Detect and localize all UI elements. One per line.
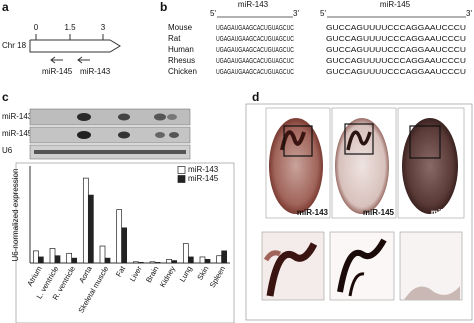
image-label: miR-145 bbox=[363, 208, 395, 217]
chromosome-label: Chr 18 bbox=[2, 41, 27, 50]
species-label: Human bbox=[168, 45, 194, 54]
bar bbox=[49, 248, 56, 264]
blot bbox=[29, 108, 191, 160]
strand-end: 3' bbox=[293, 9, 299, 18]
bar bbox=[132, 261, 139, 264]
y-axis-label: U6-normalized expression bbox=[11, 169, 20, 262]
bar bbox=[82, 177, 89, 264]
panel-letter: a bbox=[2, 0, 9, 14]
panel-letter: b bbox=[160, 0, 167, 14]
species-label: Rat bbox=[168, 34, 181, 43]
bar bbox=[199, 256, 206, 264]
x-tick-label: Liver bbox=[128, 264, 144, 283]
sequence: GUCCAGUUUUCCCAGGAAUCCCU bbox=[326, 36, 466, 43]
sequence: UGAGAUGAAGCACUGUAGCUC bbox=[216, 69, 294, 76]
bar bbox=[99, 245, 106, 264]
bar bbox=[116, 209, 123, 264]
bar bbox=[149, 261, 156, 264]
bar bbox=[37, 256, 44, 264]
bar bbox=[204, 259, 211, 264]
image-label: miR-208 bbox=[431, 208, 463, 217]
bar bbox=[182, 243, 189, 264]
species-label: Rhesus bbox=[168, 56, 195, 65]
sequence: GUCCAGUUUUCCCAGGAAUCCCU bbox=[326, 25, 466, 32]
section-images bbox=[261, 107, 465, 301]
blot-label: U6 bbox=[2, 146, 13, 155]
bar bbox=[121, 227, 128, 264]
bar bbox=[66, 252, 73, 264]
sequence: GUCCAGUUUUCCCAGGAAUCCCU bbox=[326, 58, 466, 65]
scale-label: 3 bbox=[101, 23, 106, 32]
gene-label: miR-145 bbox=[42, 67, 73, 76]
species-label: Chicken bbox=[168, 67, 197, 76]
chromosome-bar bbox=[29, 39, 121, 53]
panel-letter: d bbox=[252, 90, 259, 104]
bar bbox=[32, 250, 39, 264]
strand-end: 5' bbox=[320, 9, 326, 18]
scale-label: 0 bbox=[34, 23, 39, 32]
image-label: miR-143 bbox=[297, 208, 329, 217]
bar bbox=[166, 259, 173, 264]
blot-label: miR-145 bbox=[2, 129, 33, 138]
bar bbox=[54, 255, 61, 264]
strand-end: 5' bbox=[210, 9, 216, 18]
panel-letter: c bbox=[2, 90, 9, 104]
bar bbox=[171, 260, 178, 264]
legend-label: miR-145 bbox=[188, 174, 219, 183]
bar bbox=[137, 262, 144, 264]
x-tick-label: Kidney bbox=[158, 264, 177, 289]
bar bbox=[187, 256, 194, 264]
sequence: UGAGAUGAAGCACUGUAGCUC bbox=[216, 25, 294, 32]
sequence: GUCCAGUUUUCCCAGGAAUCCCU bbox=[326, 69, 466, 76]
chart-frame bbox=[15, 162, 235, 323]
strand-end: 3' bbox=[466, 9, 472, 18]
sequence: UGAGAUGAAGCACUGUAGCUC bbox=[216, 47, 294, 54]
bar bbox=[154, 262, 161, 264]
x-tick-label: Fat bbox=[114, 264, 128, 279]
x-tick-label: Skin bbox=[195, 264, 210, 281]
column-header: miR-143 bbox=[238, 0, 269, 9]
panel-frame bbox=[245, 103, 473, 321]
legend-swatch bbox=[177, 175, 186, 183]
bar bbox=[216, 255, 223, 264]
legend-swatch bbox=[177, 166, 186, 174]
gene-arrow-head bbox=[50, 56, 56, 64]
scale-label: 1.5 bbox=[64, 23, 76, 32]
gene-arrow-head bbox=[77, 56, 83, 64]
x-tick-label: Spleen bbox=[208, 264, 227, 289]
column-header: miR-145 bbox=[380, 0, 411, 9]
x-tick-label: Lung bbox=[178, 264, 194, 283]
bar bbox=[104, 257, 111, 264]
legend-label: miR-143 bbox=[188, 165, 219, 174]
bar bbox=[71, 257, 78, 264]
sequence: UGAGAUGAAGCACUGUAGCUC bbox=[216, 36, 294, 43]
x-tick-label: Brain bbox=[144, 264, 161, 284]
gene-label: miR-143 bbox=[80, 67, 111, 76]
bar bbox=[87, 194, 94, 264]
sequence-rows: Mouse UGAGAUGAAGCACUGUAGCUC GUCCAGUUUUCCCA… bbox=[168, 23, 466, 76]
bar bbox=[221, 250, 228, 264]
blot-label: miR-143 bbox=[2, 112, 33, 121]
x-tick-label: Aorta bbox=[77, 264, 94, 285]
sequence: GUCCAGUUUUCCCAGGAAUCCCU bbox=[326, 47, 466, 54]
sequence: UGAGAUGAAGCACUGUAGCUC bbox=[216, 58, 294, 65]
species-label: Mouse bbox=[168, 23, 193, 32]
